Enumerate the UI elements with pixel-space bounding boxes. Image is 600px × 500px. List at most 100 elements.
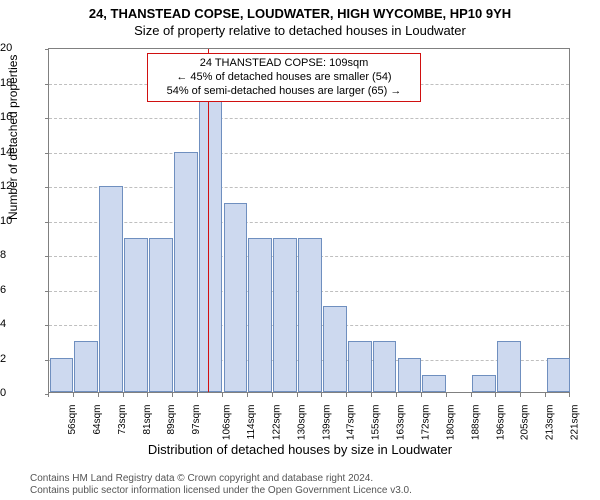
xtick-label: 221sqm xyxy=(570,405,581,441)
gridline xyxy=(49,118,569,119)
xtick-label: 56sqm xyxy=(67,405,78,435)
ytick-mark xyxy=(45,118,49,119)
xtick-label: 106sqm xyxy=(222,405,233,441)
ytick-label: 2 xyxy=(0,353,42,365)
footer-attribution: Contains HM Land Registry data © Crown c… xyxy=(30,473,412,497)
xtick-mark xyxy=(48,393,49,397)
xtick-mark xyxy=(98,393,99,397)
gridline xyxy=(49,222,569,223)
xtick-label: 139sqm xyxy=(321,405,332,441)
xtick-label: 213sqm xyxy=(545,405,556,441)
xtick-mark xyxy=(197,393,198,397)
xtick-label: 73sqm xyxy=(117,405,128,435)
xtick-label: 180sqm xyxy=(445,405,456,441)
histogram-bar xyxy=(149,238,173,392)
ytick-mark xyxy=(45,291,49,292)
ytick-mark xyxy=(45,222,49,223)
gridline xyxy=(49,153,569,154)
histogram-bar xyxy=(199,83,223,392)
xtick-mark xyxy=(297,393,298,397)
x-axis-label: Distribution of detached houses by size … xyxy=(0,442,600,457)
xtick-label: 97sqm xyxy=(191,405,202,435)
histogram-bar xyxy=(124,238,148,392)
histogram-bar xyxy=(497,341,521,392)
xtick-label: 114sqm xyxy=(246,405,257,440)
histogram-bar xyxy=(224,203,248,392)
histogram-bar xyxy=(323,306,347,392)
gridline xyxy=(49,187,569,188)
ytick-label: 18 xyxy=(0,77,42,89)
histogram-bar xyxy=(547,358,571,392)
xtick-mark xyxy=(147,393,148,397)
xtick-mark xyxy=(396,393,397,397)
xtick-mark xyxy=(272,393,273,397)
xtick-label: 81sqm xyxy=(142,405,153,435)
annotation-line-2: ← 45% of detached houses are smaller (54… xyxy=(154,71,414,85)
xtick-label: 205sqm xyxy=(520,405,531,441)
plot-area: 24 THANSTEAD COPSE: 109sqm← 45% of detac… xyxy=(48,48,570,393)
xtick-mark xyxy=(446,393,447,397)
annotation-line-1: 24 THANSTEAD COPSE: 109sqm xyxy=(154,57,414,71)
chart-container: 24, THANSTEAD COPSE, LOUDWATER, HIGH WYC… xyxy=(0,0,600,500)
ytick-mark xyxy=(45,84,49,85)
xtick-mark xyxy=(421,393,422,397)
xtick-mark xyxy=(73,393,74,397)
xtick-mark xyxy=(569,393,570,397)
x-axis-ticks: 56sqm64sqm73sqm81sqm89sqm97sqm106sqm114s… xyxy=(48,393,570,443)
xtick-label: 172sqm xyxy=(421,405,432,441)
xtick-label: 64sqm xyxy=(92,405,103,435)
histogram-bar xyxy=(50,358,74,392)
histogram-bar xyxy=(373,341,397,392)
histogram-bar xyxy=(298,238,322,392)
annotation-box: 24 THANSTEAD COPSE: 109sqm← 45% of detac… xyxy=(147,53,421,102)
histogram-bar xyxy=(174,152,198,392)
ytick-label: 14 xyxy=(0,146,42,158)
ytick-label: 6 xyxy=(0,284,42,296)
ytick-label: 4 xyxy=(0,318,42,330)
histogram-bar xyxy=(422,375,446,392)
xtick-mark xyxy=(495,393,496,397)
plot-box: 24 THANSTEAD COPSE: 109sqm← 45% of detac… xyxy=(48,48,570,393)
ytick-mark xyxy=(45,187,49,188)
xtick-mark xyxy=(222,393,223,397)
ytick-label: 10 xyxy=(0,215,42,227)
footer-line-2: Contains public sector information licen… xyxy=(30,485,412,497)
xtick-label: 122sqm xyxy=(271,405,282,441)
xtick-mark xyxy=(520,393,521,397)
ytick-label: 0 xyxy=(0,387,42,399)
xtick-mark xyxy=(471,393,472,397)
histogram-bar xyxy=(74,341,98,392)
y-axis-ticks: 02468101214161820 xyxy=(0,48,46,393)
histogram-bar xyxy=(248,238,272,392)
ytick-mark xyxy=(45,325,49,326)
histogram-bar xyxy=(398,358,422,392)
page-subtitle: Size of property relative to detached ho… xyxy=(0,21,600,38)
ytick-label: 12 xyxy=(0,180,42,192)
page-title: 24, THANSTEAD COPSE, LOUDWATER, HIGH WYC… xyxy=(0,0,600,21)
histogram-bar xyxy=(472,375,496,392)
xtick-mark xyxy=(123,393,124,397)
ytick-label: 16 xyxy=(0,111,42,123)
xtick-label: 130sqm xyxy=(296,405,307,441)
footer-line-1: Contains HM Land Registry data © Crown c… xyxy=(30,473,412,485)
xtick-label: 163sqm xyxy=(396,405,407,441)
xtick-mark xyxy=(172,393,173,397)
ytick-label: 8 xyxy=(0,249,42,261)
histogram-bar xyxy=(348,341,372,392)
xtick-label: 147sqm xyxy=(346,405,357,441)
histogram-bar xyxy=(99,186,123,392)
ytick-mark xyxy=(45,153,49,154)
xtick-label: 155sqm xyxy=(371,405,382,441)
histogram-bar xyxy=(273,238,297,392)
annotation-line-3: 54% of semi-detached houses are larger (… xyxy=(154,85,414,99)
ytick-mark xyxy=(45,360,49,361)
xtick-mark xyxy=(371,393,372,397)
xtick-mark xyxy=(321,393,322,397)
ytick-mark xyxy=(45,49,49,50)
ytick-mark xyxy=(45,256,49,257)
xtick-mark xyxy=(247,393,248,397)
xtick-label: 196sqm xyxy=(495,405,506,441)
xtick-mark xyxy=(545,393,546,397)
xtick-label: 188sqm xyxy=(470,405,481,441)
ytick-label: 20 xyxy=(0,42,42,54)
